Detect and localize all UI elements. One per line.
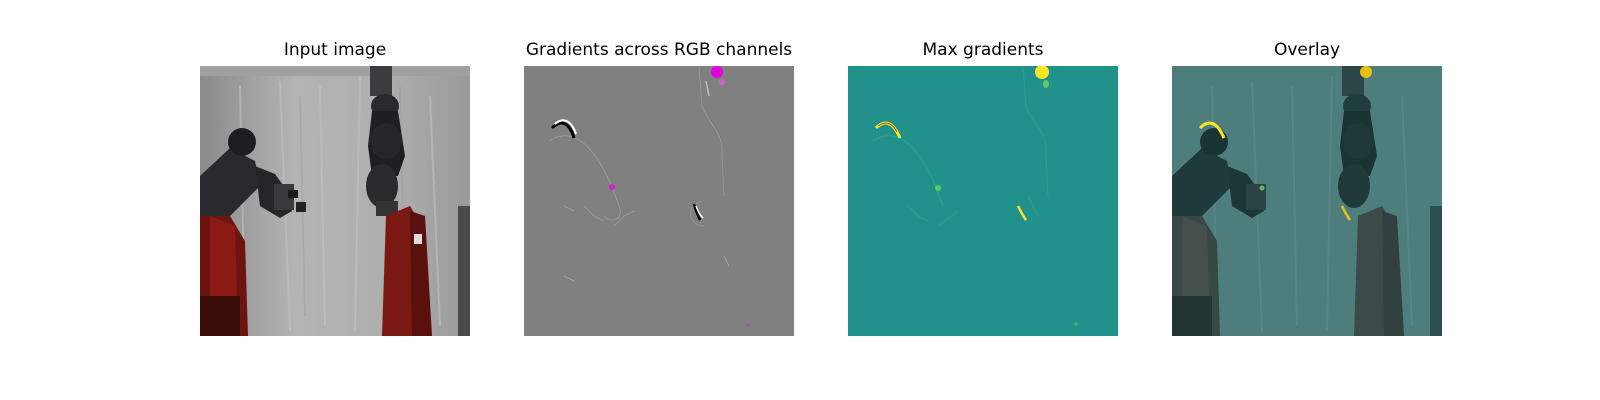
overlay-image	[1172, 66, 1442, 336]
panel-title-overlay: Overlay	[1273, 40, 1341, 60]
panel-title-max-gradients: Max gradients	[922, 40, 1044, 60]
panel-title-input-image: Input image	[283, 40, 387, 60]
input-image	[200, 66, 470, 336]
panel-input-image: Input image	[200, 0, 470, 400]
max-gradient-image	[848, 66, 1118, 336]
panel-rgb-gradients: Gradients across RGB channels	[524, 0, 794, 400]
panel-overlay: Overlay	[1172, 0, 1442, 400]
panel-max-gradients: Max gradients	[848, 0, 1118, 400]
panel-title-rgb-gradients: Gradients across RGB channels	[525, 40, 793, 60]
rgb-gradient-image	[524, 66, 794, 336]
